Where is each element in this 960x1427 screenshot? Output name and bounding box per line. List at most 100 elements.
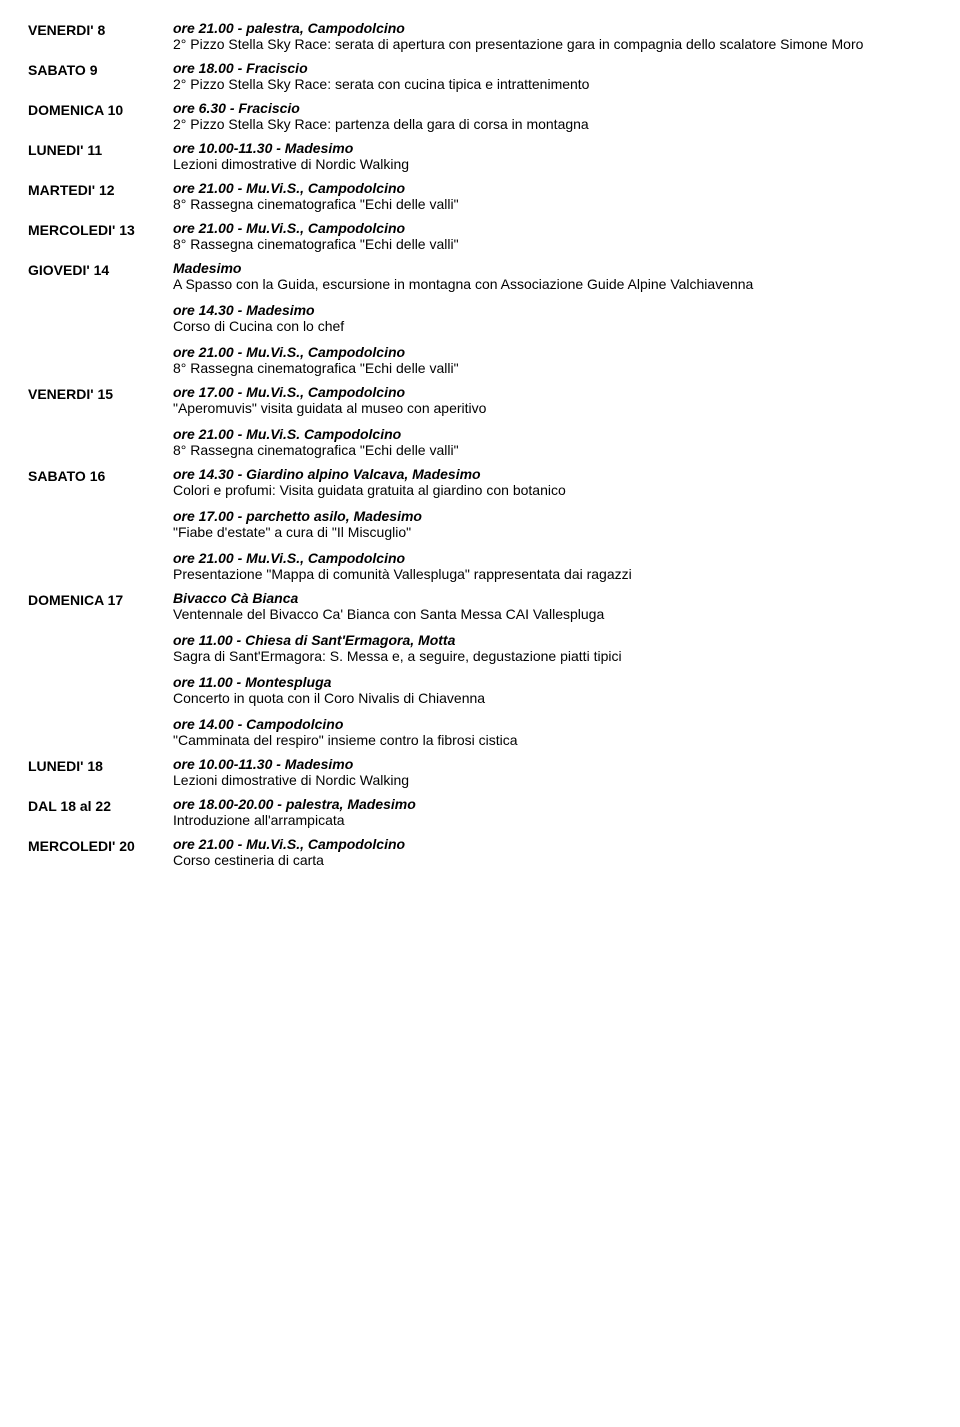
event-block: ore 21.00 - Mu.Vi.S., CampodolcinoCorso …: [173, 836, 932, 868]
event-block: ore 18.00 - Fraciscio2° Pizzo Stella Sky…: [173, 60, 932, 92]
event-block: ore 21.00 - Mu.Vi.S., Campodolcino8° Ras…: [173, 220, 932, 252]
event-block: ore 21.00 - palestra, Campodolcino2° Piz…: [173, 20, 932, 52]
day-label: GIOVEDI' 14: [28, 260, 173, 382]
event-time-location: ore 21.00 - Mu.Vi.S., Campodolcino: [173, 180, 932, 196]
event-description: 8° Rassegna cinematografica "Echi delle …: [173, 236, 932, 252]
event-description: Corso cestineria di carta: [173, 852, 932, 868]
event-description: Colori e profumi: Visita guidata gratuit…: [173, 482, 932, 498]
event-time-location: ore 18.00-20.00 - palestra, Madesimo: [173, 796, 932, 812]
schedule-row: SABATO 9ore 18.00 - Fraciscio2° Pizzo St…: [28, 60, 932, 98]
day-label: SABATO 9: [28, 60, 173, 98]
day-content: ore 10.00-11.30 - MadesimoLezioni dimost…: [173, 756, 932, 794]
event-block: ore 21.00 - Mu.Vi.S., CampodolcinoPresen…: [173, 550, 932, 582]
event-time-location: ore 11.00 - Chiesa di Sant'Ermagora, Mot…: [173, 632, 932, 648]
day-content: ore 6.30 - Fraciscio2° Pizzo Stella Sky …: [173, 100, 932, 138]
schedule-row: DOMENICA 10ore 6.30 - Fraciscio2° Pizzo …: [28, 100, 932, 138]
day-label: VENERDI' 15: [28, 384, 173, 464]
day-content: Bivacco Cà BiancaVentennale del Bivacco …: [173, 590, 932, 754]
event-time-location: ore 18.00 - Fraciscio: [173, 60, 932, 76]
event-time-location: ore 21.00 - Mu.Vi.S., Campodolcino: [173, 550, 932, 566]
event-description: Lezioni dimostrative di Nordic Walking: [173, 772, 932, 788]
day-content: ore 17.00 - Mu.Vi.S., Campodolcino"Apero…: [173, 384, 932, 464]
schedule-row: GIOVEDI' 14MadesimoA Spasso con la Guida…: [28, 260, 932, 382]
event-time-location: ore 21.00 - Mu.Vi.S., Campodolcino: [173, 836, 932, 852]
schedule-row: LUNEDI' 11ore 10.00-11.30 - MadesimoLezi…: [28, 140, 932, 178]
event-block: ore 6.30 - Fraciscio2° Pizzo Stella Sky …: [173, 100, 932, 132]
day-label: MERCOLEDI' 13: [28, 220, 173, 258]
day-content: ore 21.00 - Mu.Vi.S., CampodolcinoCorso …: [173, 836, 932, 874]
day-label: SABATO 16: [28, 466, 173, 588]
event-block: ore 21.00 - Mu.Vi.S., Campodolcino8° Ras…: [173, 344, 932, 376]
event-block: MadesimoA Spasso con la Guida, escursion…: [173, 260, 932, 292]
event-block: ore 14.30 - Giardino alpino Valcava, Mad…: [173, 466, 932, 498]
day-content: ore 18.00-20.00 - palestra, MadesimoIntr…: [173, 796, 932, 834]
event-block: ore 17.00 - parchetto asilo, Madesimo"Fi…: [173, 508, 932, 540]
event-block: ore 21.00 - Mu.Vi.S., Campodolcino8° Ras…: [173, 180, 932, 212]
event-description: 2° Pizzo Stella Sky Race: serata con cuc…: [173, 76, 932, 92]
event-description: "Aperomuvis" visita guidata al museo con…: [173, 400, 932, 416]
day-content: MadesimoA Spasso con la Guida, escursion…: [173, 260, 932, 382]
event-block: ore 10.00-11.30 - MadesimoLezioni dimost…: [173, 140, 932, 172]
event-block: ore 17.00 - Mu.Vi.S., Campodolcino"Apero…: [173, 384, 932, 416]
event-description: 8° Rassegna cinematografica "Echi delle …: [173, 360, 932, 376]
day-content: ore 18.00 - Fraciscio2° Pizzo Stella Sky…: [173, 60, 932, 98]
event-time-location: Madesimo: [173, 260, 932, 276]
schedule-row: MERCOLEDI' 20ore 21.00 - Mu.Vi.S., Campo…: [28, 836, 932, 874]
event-description: "Camminata del respiro" insieme contro l…: [173, 732, 932, 748]
event-time-location: ore 14.00 - Campodolcino: [173, 716, 932, 732]
event-time-location: ore 21.00 - Mu.Vi.S., Campodolcino: [173, 344, 932, 360]
event-description: Ventennale del Bivacco Ca' Bianca con Sa…: [173, 606, 932, 622]
day-label: DAL 18 al 22: [28, 796, 173, 834]
event-description: 8° Rassegna cinematografica "Echi delle …: [173, 196, 932, 212]
event-time-location: ore 21.00 - Mu.Vi.S. Campodolcino: [173, 426, 932, 442]
event-block: ore 14.30 - MadesimoCorso di Cucina con …: [173, 302, 932, 334]
schedule-row: SABATO 16ore 14.30 - Giardino alpino Val…: [28, 466, 932, 588]
event-block: ore 18.00-20.00 - palestra, MadesimoIntr…: [173, 796, 932, 828]
day-label: DOMENICA 10: [28, 100, 173, 138]
event-description: A Spasso con la Guida, escursione in mon…: [173, 276, 932, 292]
event-block: Bivacco Cà BiancaVentennale del Bivacco …: [173, 590, 932, 622]
event-block: ore 21.00 - Mu.Vi.S. Campodolcino8° Rass…: [173, 426, 932, 458]
day-label: MARTEDI' 12: [28, 180, 173, 218]
schedule-row: VENERDI' 8ore 21.00 - palestra, Campodol…: [28, 20, 932, 58]
schedule-container: VENERDI' 8ore 21.00 - palestra, Campodol…: [28, 20, 932, 874]
event-block: ore 14.00 - Campodolcino"Camminata del r…: [173, 716, 932, 748]
schedule-row: MERCOLEDI' 13ore 21.00 - Mu.Vi.S., Campo…: [28, 220, 932, 258]
day-label: VENERDI' 8: [28, 20, 173, 58]
event-description: Introduzione all'arrampicata: [173, 812, 932, 828]
schedule-row: VENERDI' 15ore 17.00 - Mu.Vi.S., Campodo…: [28, 384, 932, 464]
event-description: 2° Pizzo Stella Sky Race: serata di aper…: [173, 36, 932, 52]
schedule-row: DAL 18 al 22ore 18.00-20.00 - palestra, …: [28, 796, 932, 834]
day-content: ore 14.30 - Giardino alpino Valcava, Mad…: [173, 466, 932, 588]
event-description: Presentazione "Mappa di comunità Vallesp…: [173, 566, 932, 582]
event-time-location: ore 17.00 - parchetto asilo, Madesimo: [173, 508, 932, 524]
day-content: ore 10.00-11.30 - MadesimoLezioni dimost…: [173, 140, 932, 178]
event-time-location: ore 14.30 - Madesimo: [173, 302, 932, 318]
schedule-row: MARTEDI' 12ore 21.00 - Mu.Vi.S., Campodo…: [28, 180, 932, 218]
event-description: Lezioni dimostrative di Nordic Walking: [173, 156, 932, 172]
schedule-row: LUNEDI' 18ore 10.00-11.30 - MadesimoLezi…: [28, 756, 932, 794]
event-block: ore 10.00-11.30 - MadesimoLezioni dimost…: [173, 756, 932, 788]
event-description: Corso di Cucina con lo chef: [173, 318, 932, 334]
event-time-location: Bivacco Cà Bianca: [173, 590, 932, 606]
event-time-location: ore 17.00 - Mu.Vi.S., Campodolcino: [173, 384, 932, 400]
event-block: ore 11.00 - MontesplugaConcerto in quota…: [173, 674, 932, 706]
day-label: DOMENICA 17: [28, 590, 173, 754]
schedule-row: DOMENICA 17Bivacco Cà BiancaVentennale d…: [28, 590, 932, 754]
event-time-location: ore 21.00 - Mu.Vi.S., Campodolcino: [173, 220, 932, 236]
day-content: ore 21.00 - Mu.Vi.S., Campodolcino8° Ras…: [173, 220, 932, 258]
event-description: "Fiabe d'estate" a cura di "Il Miscuglio…: [173, 524, 932, 540]
event-description: Sagra di Sant'Ermagora: S. Messa e, a se…: [173, 648, 932, 664]
event-description: 2° Pizzo Stella Sky Race: partenza della…: [173, 116, 932, 132]
day-label: MERCOLEDI' 20: [28, 836, 173, 874]
event-time-location: ore 21.00 - palestra, Campodolcino: [173, 20, 932, 36]
event-description: 8° Rassegna cinematografica "Echi delle …: [173, 442, 932, 458]
day-content: ore 21.00 - Mu.Vi.S., Campodolcino8° Ras…: [173, 180, 932, 218]
event-block: ore 11.00 - Chiesa di Sant'Ermagora, Mot…: [173, 632, 932, 664]
event-time-location: ore 14.30 - Giardino alpino Valcava, Mad…: [173, 466, 932, 482]
day-label: LUNEDI' 18: [28, 756, 173, 794]
event-time-location: ore 10.00-11.30 - Madesimo: [173, 140, 932, 156]
event-time-location: ore 10.00-11.30 - Madesimo: [173, 756, 932, 772]
event-description: Concerto in quota con il Coro Nivalis di…: [173, 690, 932, 706]
event-time-location: ore 6.30 - Fraciscio: [173, 100, 932, 116]
